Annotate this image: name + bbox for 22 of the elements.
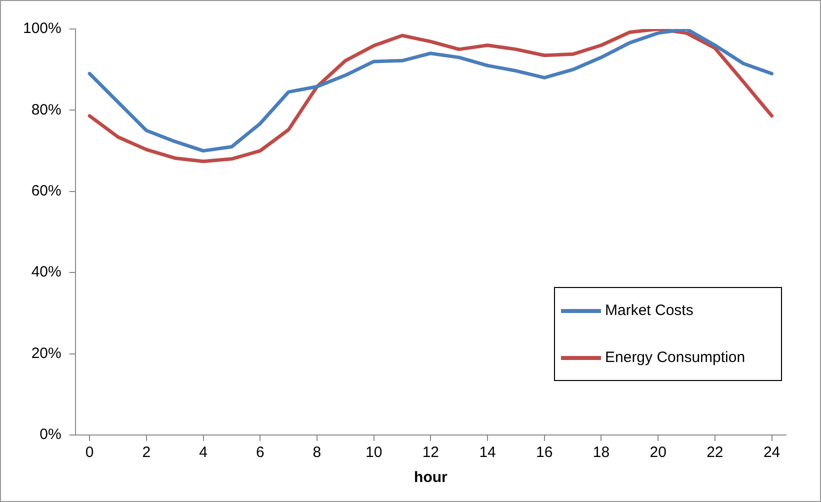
x-tick-label: 10 (365, 444, 382, 462)
legend-label: Energy Consumption (605, 349, 746, 366)
x-tick-label: 14 (479, 444, 496, 462)
x-tick-label: 4 (199, 444, 208, 462)
x-tick-label: 20 (650, 444, 666, 462)
x-tick-label: 22 (706, 444, 724, 462)
x-tick-label: 8 (312, 444, 322, 462)
x-tick-label: 12 (422, 444, 440, 462)
y-tick-label: 100% (22, 20, 62, 38)
y-tick-label: 0% (40, 426, 62, 444)
y-tick-label: 80% (31, 101, 62, 118)
y-tick-label: 20% (31, 344, 62, 362)
x-tick-label: 0 (85, 444, 94, 462)
y-tick-label: 40% (31, 264, 62, 281)
x-tick-label: 24 (763, 444, 780, 462)
x-tick-label: 6 (256, 444, 264, 462)
legend-label: Market Costs (605, 302, 694, 319)
y-tick-label: 60% (31, 182, 62, 200)
x-axis-title: hour (414, 469, 448, 486)
x-tick-label: 16 (536, 444, 553, 462)
x-tick-label: 2 (142, 444, 151, 462)
x-tick-label: 18 (592, 444, 610, 462)
